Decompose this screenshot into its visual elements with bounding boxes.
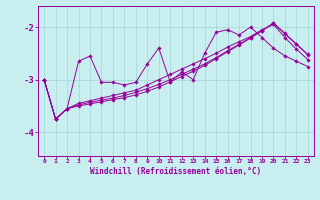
X-axis label: Windchill (Refroidissement éolien,°C): Windchill (Refroidissement éolien,°C) [91, 167, 261, 176]
